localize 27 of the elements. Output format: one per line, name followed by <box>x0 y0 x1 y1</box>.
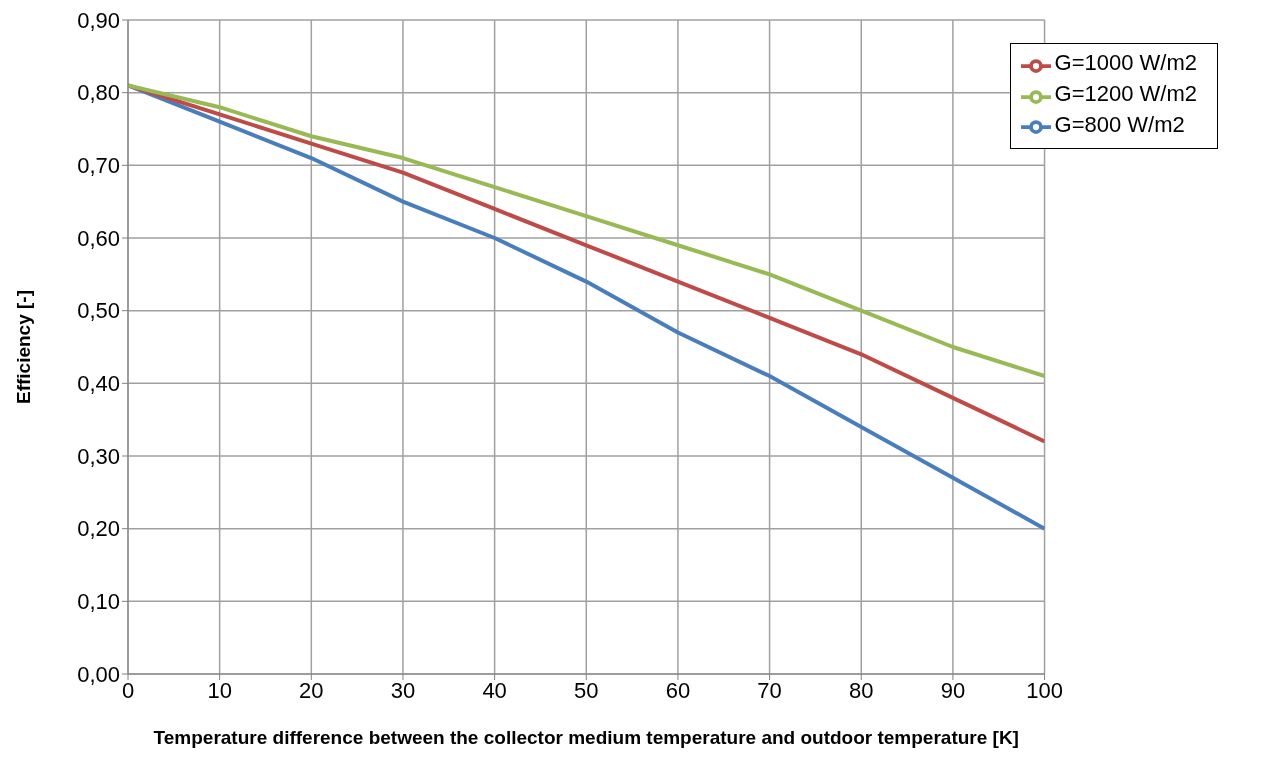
x-tick-label: 0 <box>121 677 135 703</box>
x-tick-label: 70 <box>757 677 782 703</box>
x-tick-label: 100 <box>1026 677 1063 703</box>
y-tick-label: 0,10 <box>77 589 120 615</box>
y-tick-label: 0,90 <box>77 7 120 33</box>
y-tick-label: 0,30 <box>77 443 120 469</box>
legend-label: G=800 W/m2 <box>1054 111 1185 137</box>
x-axis-title: Temperature difference between the collector medium temperature and outdoor temperature [K] <box>153 727 1019 748</box>
x-tick-label: 10 <box>207 677 232 703</box>
x-tick-label: 40 <box>482 677 507 703</box>
x-tick-label: 90 <box>940 677 966 703</box>
y-tick-label: 0,40 <box>77 371 120 397</box>
y-tick-label: 0,50 <box>77 298 120 324</box>
legend-label: G=1200 W/m2 <box>1054 80 1197 106</box>
y-tick-label: 0,80 <box>77 80 120 106</box>
y-tick-label: 0,70 <box>77 153 120 179</box>
x-tick-label: 20 <box>299 677 324 703</box>
x-tick-label: 60 <box>665 677 691 703</box>
x-tick-label: 50 <box>574 677 599 703</box>
line-series <box>128 83 1045 379</box>
y-axis-title: Efficiency [-] <box>12 289 34 405</box>
x-tick-label: 30 <box>390 677 416 703</box>
y-tick-label: 0,00 <box>77 661 120 687</box>
y-tick-label: 0,60 <box>77 225 120 251</box>
legend-label: G=1000 W/m2 <box>1054 50 1197 75</box>
y-tick-label: 0,20 <box>77 516 120 542</box>
x-tick-label: 80 <box>849 677 874 703</box>
